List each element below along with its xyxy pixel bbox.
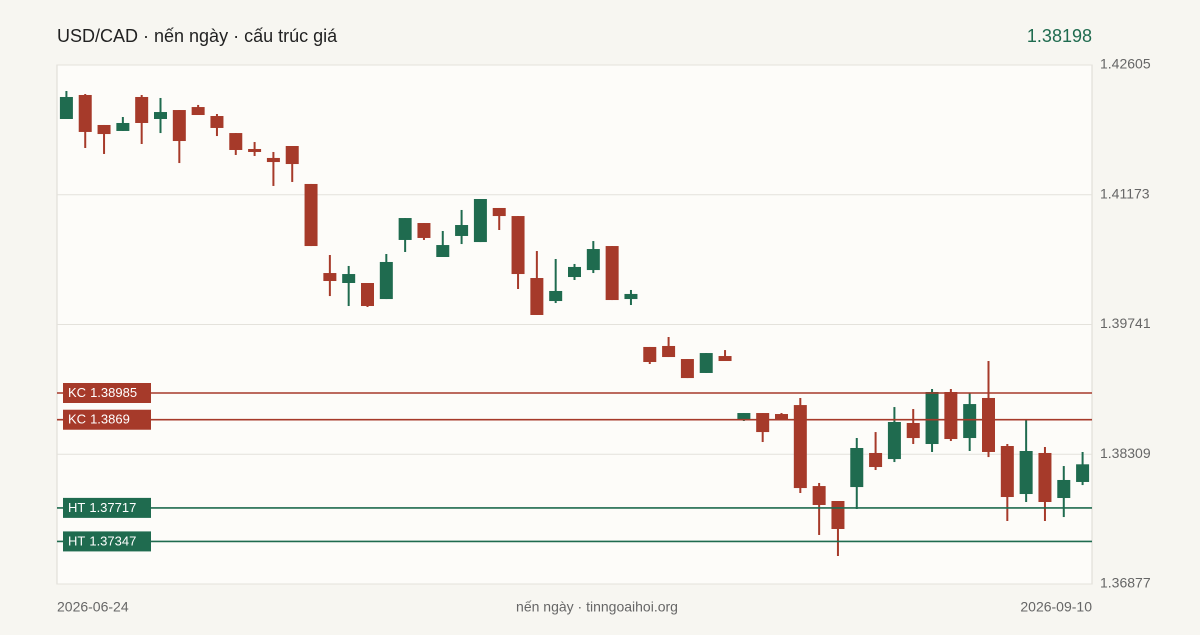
candle-body: [455, 225, 469, 236]
level-label-box: [63, 531, 151, 552]
candle-body: [285, 146, 299, 165]
candle-body: [1019, 450, 1033, 495]
candle-body: [549, 290, 563, 302]
candle-body: [530, 278, 544, 315]
candle-body: [1038, 452, 1052, 503]
y-tick-label: 1.36877: [1100, 575, 1151, 591]
candle-body: [586, 249, 600, 271]
candle-body: [473, 199, 487, 243]
level-value: 1.3869: [90, 412, 130, 427]
candle-body: [436, 245, 450, 257]
candle-body: [361, 283, 374, 307]
candle-body: [624, 293, 638, 300]
candle-body: [982, 397, 995, 452]
y-tick-label: 1.41173: [1100, 185, 1150, 201]
candle-body: [191, 107, 205, 116]
candle-body: [812, 486, 826, 505]
candle-body: [643, 346, 657, 363]
level-value: 1.37347: [89, 534, 136, 549]
candle-body: [680, 359, 694, 379]
candle-body: [154, 112, 167, 120]
candle-body: [869, 452, 883, 468]
candle-body: [59, 96, 73, 120]
candle-body: [944, 392, 958, 440]
candle-body: [662, 345, 676, 358]
candle-body: [417, 223, 431, 238]
level-value: 1.38985: [90, 385, 137, 400]
candle-body: [304, 183, 318, 247]
candle-body: [963, 404, 977, 439]
candle-body: [135, 96, 149, 123]
candle-body: [342, 274, 356, 284]
candle-body: [78, 94, 92, 132]
candle-body: [793, 405, 807, 489]
candle-body: [718, 356, 732, 362]
candle-body: [172, 110, 186, 142]
footer: nến ngày · tinngoaihoi.org: [516, 599, 678, 615]
level-label-box: [63, 497, 151, 518]
candle-body: [323, 273, 337, 282]
candle-body: [1057, 479, 1071, 499]
level-kind: KC: [68, 385, 86, 400]
candle-body: [775, 414, 788, 420]
chart-title: USD/CAD · nến ngày · cấu trúc giá: [57, 26, 338, 46]
level-value: 1.37717: [89, 500, 136, 515]
level-label: KC 1.3869: [68, 412, 130, 427]
candle-body: [1076, 464, 1090, 482]
level-label: HT 1.37717: [68, 500, 136, 515]
candle-body: [97, 124, 111, 135]
candle-body: [756, 413, 770, 433]
level-kind: HT: [68, 534, 85, 549]
candle-body: [116, 122, 130, 131]
candle-body: [887, 421, 901, 460]
candle-body: [1000, 446, 1014, 498]
candle-body: [568, 266, 581, 278]
candle-body: [831, 501, 845, 530]
x-tick-label: 2026-06-24: [57, 599, 129, 615]
last-price: 1.38198: [1027, 26, 1092, 46]
candle-body: [210, 116, 224, 128]
candle-body: [925, 392, 939, 445]
candle-body: [379, 261, 393, 300]
level-label-box: [63, 409, 151, 430]
candle-body: [492, 207, 506, 217]
candle-body: [511, 216, 525, 275]
y-tick-label: 1.39741: [1100, 315, 1151, 331]
candle-body: [737, 413, 751, 420]
candle-body: [850, 447, 864, 488]
x-tick-label: 2026-09-10: [1020, 599, 1092, 615]
candle-body: [398, 218, 412, 240]
level-label: HT 1.37347: [68, 534, 136, 549]
candle-body: [605, 246, 619, 301]
y-tick-label: 1.42605: [1100, 56, 1151, 72]
level-kind: HT: [68, 500, 85, 515]
level-kind: KC: [68, 412, 86, 427]
candle-body: [266, 157, 280, 163]
candle-body: [906, 422, 920, 439]
candle-body: [699, 353, 713, 373]
candle-body: [229, 133, 243, 150]
level-label-box: [63, 382, 151, 403]
y-tick-label: 1.38309: [1100, 445, 1151, 461]
level-label: KC 1.38985: [68, 385, 137, 400]
candle-body: [248, 148, 262, 152]
